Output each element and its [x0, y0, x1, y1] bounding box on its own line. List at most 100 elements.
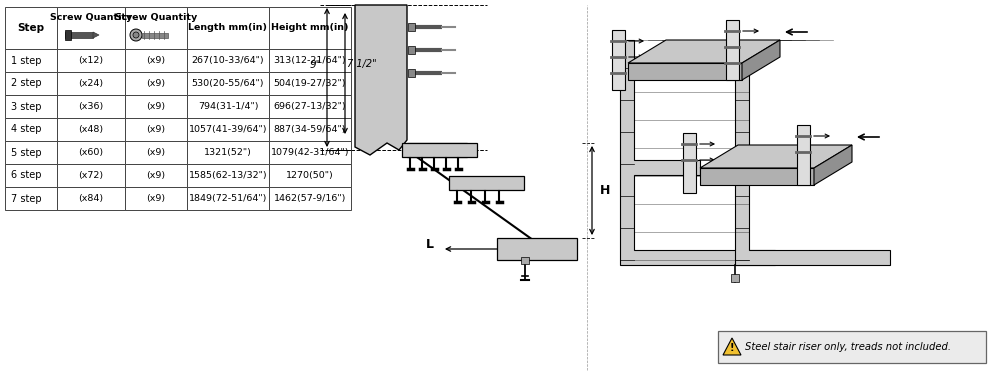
Text: 1849(72-51/64"): 1849(72-51/64"): [189, 194, 267, 203]
Bar: [5, 95, 57, 118]
Bar: [187, 95, 269, 118]
Text: 267(10-33/64"): 267(10-33/64"): [192, 56, 264, 65]
Polygon shape: [628, 40, 780, 63]
Text: (x12): (x12): [78, 56, 104, 65]
Bar: [187, 118, 269, 141]
Text: (x9): (x9): [146, 148, 166, 157]
Bar: [125, 141, 187, 164]
Text: (x84): (x84): [78, 194, 104, 203]
Circle shape: [133, 32, 139, 38]
Bar: [5, 7, 57, 49]
Polygon shape: [797, 125, 810, 185]
Polygon shape: [628, 63, 742, 80]
Text: Steel stair riser only, treads not included.: Steel stair riser only, treads not inclu…: [745, 342, 951, 352]
Bar: [57, 72, 125, 95]
Polygon shape: [726, 20, 739, 80]
Text: Step: Step: [17, 23, 45, 33]
Bar: [5, 72, 57, 95]
Polygon shape: [700, 168, 814, 185]
Text: 530(20-55/64"): 530(20-55/64"): [192, 79, 264, 88]
Text: H: H: [600, 184, 610, 197]
Bar: [187, 72, 269, 95]
Text: 504(19-27/32"): 504(19-27/32"): [274, 79, 346, 88]
Text: 7 1/2": 7 1/2": [347, 58, 377, 69]
Bar: [408, 23, 415, 31]
Text: 1 step: 1 step: [11, 56, 42, 66]
Text: Screw Quantity: Screw Quantity: [115, 12, 197, 21]
Text: 1462(57-9/16"): 1462(57-9/16"): [274, 194, 346, 203]
Bar: [408, 69, 415, 77]
Bar: [407, 143, 467, 157]
Bar: [125, 164, 187, 187]
Text: Screw Quantity: Screw Quantity: [50, 12, 132, 21]
Text: 1057(41-39/64"): 1057(41-39/64"): [189, 125, 267, 134]
Bar: [187, 49, 269, 72]
Text: Height mm(in): Height mm(in): [271, 24, 349, 33]
Bar: [408, 46, 415, 54]
Text: 9": 9": [309, 60, 321, 70]
Bar: [187, 141, 269, 164]
Bar: [521, 257, 529, 264]
Text: (x9): (x9): [146, 171, 166, 180]
Bar: [269, 72, 351, 95]
Text: L: L: [426, 237, 434, 250]
Text: 3 step: 3 step: [11, 102, 42, 111]
Text: 1321(52"): 1321(52"): [204, 148, 252, 157]
Text: (x9): (x9): [146, 125, 166, 134]
Circle shape: [130, 29, 142, 41]
Text: 1270(50"): 1270(50"): [286, 171, 334, 180]
Bar: [269, 164, 351, 187]
Bar: [187, 187, 269, 210]
Polygon shape: [355, 5, 407, 155]
Bar: [718, 331, 986, 363]
Polygon shape: [723, 338, 741, 355]
Text: (x9): (x9): [146, 79, 166, 88]
Bar: [497, 238, 577, 260]
Bar: [125, 49, 187, 72]
Text: 1585(62-13/32"): 1585(62-13/32"): [189, 171, 267, 180]
Bar: [5, 141, 57, 164]
Bar: [57, 187, 125, 210]
Text: (x24): (x24): [78, 79, 104, 88]
Text: (x36): (x36): [78, 102, 104, 111]
Bar: [269, 49, 351, 72]
Bar: [125, 187, 187, 210]
Bar: [125, 95, 187, 118]
Polygon shape: [700, 145, 852, 168]
Bar: [5, 187, 57, 210]
Bar: [402, 143, 477, 157]
Bar: [57, 164, 125, 187]
Bar: [125, 72, 187, 95]
Polygon shape: [612, 30, 625, 90]
Bar: [269, 95, 351, 118]
Bar: [187, 7, 269, 49]
Text: 5 step: 5 step: [11, 147, 42, 158]
Bar: [449, 176, 524, 190]
Text: (x48): (x48): [78, 125, 104, 134]
Text: 7 step: 7 step: [11, 194, 42, 204]
Bar: [57, 95, 125, 118]
Text: 1079(42-31/64"): 1079(42-31/64"): [271, 148, 349, 157]
Text: !: !: [730, 343, 734, 353]
Bar: [269, 187, 351, 210]
Bar: [142, 33, 168, 38]
Polygon shape: [93, 32, 99, 38]
Bar: [187, 164, 269, 187]
Bar: [57, 141, 125, 164]
Bar: [57, 49, 125, 72]
Bar: [5, 118, 57, 141]
Text: (x9): (x9): [146, 194, 166, 203]
Bar: [57, 7, 125, 49]
Text: (x9): (x9): [146, 56, 166, 65]
Polygon shape: [683, 133, 696, 193]
Bar: [57, 118, 125, 141]
Bar: [125, 7, 187, 49]
Bar: [269, 7, 351, 49]
Text: 313(12-21/64"): 313(12-21/64"): [274, 56, 346, 65]
Bar: [731, 274, 739, 282]
Bar: [125, 118, 187, 141]
Bar: [5, 164, 57, 187]
Polygon shape: [814, 145, 852, 185]
Text: Length mm(in): Length mm(in): [188, 24, 268, 33]
Text: (x9): (x9): [146, 102, 166, 111]
